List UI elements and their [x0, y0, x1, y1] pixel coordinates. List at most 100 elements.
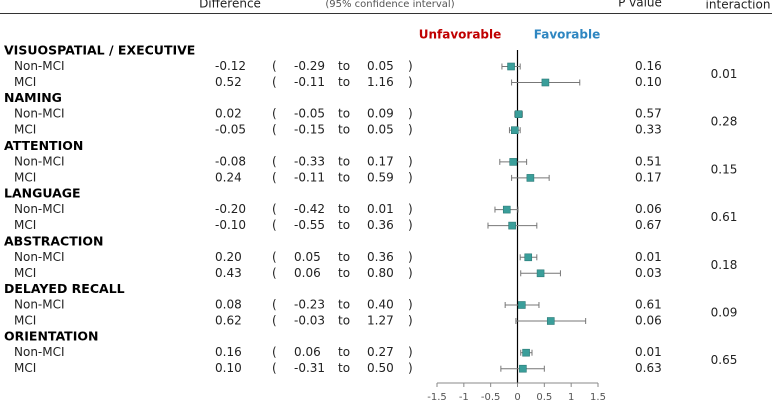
paren: ( — [272, 59, 277, 73]
upper: 0.01 — [367, 202, 394, 216]
row-label: MCI — [14, 266, 36, 280]
paren: ) — [408, 202, 413, 216]
interaction-p: 0.18 — [711, 258, 738, 272]
row-label: Non-MCI — [14, 250, 65, 264]
paren: ( — [272, 202, 277, 216]
paren: ( — [272, 218, 277, 232]
estimate-marker — [536, 269, 545, 278]
paren: ) — [408, 170, 413, 184]
estimate-marker — [522, 348, 530, 357]
p-value: 0.06 — [635, 202, 662, 216]
estimate: -0.12 — [215, 59, 246, 73]
estimate-marker — [541, 78, 550, 87]
header: (95% confidence interval) — [325, 0, 454, 10]
x-tick-label: 1 — [568, 392, 574, 403]
row-label: Non-MCI — [14, 154, 65, 168]
estimate: -0.20 — [215, 202, 246, 216]
paren: ) — [408, 107, 413, 121]
lower: -0.15 — [294, 123, 325, 137]
connector: to — [338, 170, 350, 184]
paren: ( — [272, 170, 277, 184]
estimate: 0.08 — [215, 298, 242, 312]
estimate-marker — [546, 317, 555, 325]
estimate-marker — [511, 126, 519, 134]
connector: to — [338, 218, 350, 232]
paren: ( — [272, 361, 277, 375]
paren: ) — [408, 218, 413, 232]
paren: ( — [272, 314, 277, 328]
group-label: ABSTRACTION — [4, 233, 103, 248]
connector: to — [338, 298, 350, 312]
lower: -0.23 — [294, 298, 325, 312]
p-value: 0.57 — [635, 107, 662, 121]
estimate-marker — [524, 253, 533, 262]
estimate-marker — [526, 174, 535, 182]
paren: ) — [408, 75, 413, 89]
upper: 0.50 — [367, 361, 394, 375]
x-tick-label: 1.5 — [590, 392, 606, 403]
upper: 0.80 — [367, 266, 394, 280]
p-value: 0.01 — [635, 250, 662, 264]
p-value: 0.10 — [635, 75, 662, 89]
header: P value — [618, 0, 662, 10]
estimate: -0.08 — [215, 154, 246, 168]
paren: ( — [272, 123, 277, 137]
favorable-label: Favorable — [534, 28, 601, 42]
estimate: -0.05 — [215, 123, 246, 137]
row-label: MCI — [14, 314, 36, 328]
group-label: NAMING — [4, 90, 62, 105]
estimate: 0.52 — [215, 75, 242, 89]
row-label: Non-MCI — [14, 298, 65, 312]
upper: 0.09 — [367, 107, 394, 121]
estimate: -0.10 — [215, 218, 246, 232]
x-tick-label: -0.5 — [481, 392, 501, 403]
row-label: MCI — [14, 170, 36, 184]
row-label: MCI — [14, 218, 36, 232]
connector: to — [338, 107, 350, 121]
interaction-p: 0.15 — [711, 162, 738, 176]
paren: ) — [408, 345, 413, 359]
upper: 0.27 — [367, 345, 394, 359]
paren: ( — [272, 266, 277, 280]
lower: -0.29 — [294, 59, 325, 73]
p-value: 0.61 — [635, 298, 662, 312]
p-value: 0.17 — [635, 170, 662, 184]
group-label: LANGUAGE — [4, 186, 81, 201]
upper: 0.17 — [367, 154, 394, 168]
group-label: VISUOSPATIAL / EXECUTIVE — [4, 43, 195, 58]
interaction-p: 0.61 — [711, 210, 738, 224]
p-value: 0.33 — [635, 123, 662, 137]
paren: ( — [272, 154, 277, 168]
upper: 0.36 — [367, 218, 394, 232]
interaction-p: 0.28 — [711, 115, 738, 129]
connector: to — [338, 361, 350, 375]
paren: ( — [272, 75, 277, 89]
p-value: 0.01 — [635, 345, 662, 359]
row-label: Non-MCI — [14, 107, 65, 121]
estimate-marker — [517, 301, 526, 309]
lower: 0.06 — [294, 266, 321, 280]
interaction-p: 0.65 — [711, 353, 738, 367]
lower: -0.11 — [294, 170, 325, 184]
upper: 0.36 — [367, 250, 394, 264]
upper: 0.05 — [367, 123, 394, 137]
connector: to — [338, 314, 350, 328]
estimate: 0.62 — [215, 314, 242, 328]
upper: 0.05 — [367, 59, 394, 73]
estimate: 0.24 — [215, 170, 242, 184]
row-label: Non-MCI — [14, 202, 65, 216]
p-value: 0.63 — [635, 361, 662, 375]
estimate-marker — [507, 62, 515, 71]
estimate: 0.10 — [215, 361, 242, 375]
x-tick-label: 0.5 — [536, 392, 552, 403]
paren: ) — [408, 154, 413, 168]
paren: ( — [272, 107, 277, 121]
paren: ( — [272, 345, 277, 359]
header: interaction — [706, 0, 771, 12]
paren: ) — [408, 59, 413, 73]
estimate-marker — [509, 158, 518, 166]
connector: to — [338, 202, 350, 216]
upper: 0.59 — [367, 170, 394, 184]
paren: ( — [272, 250, 277, 264]
